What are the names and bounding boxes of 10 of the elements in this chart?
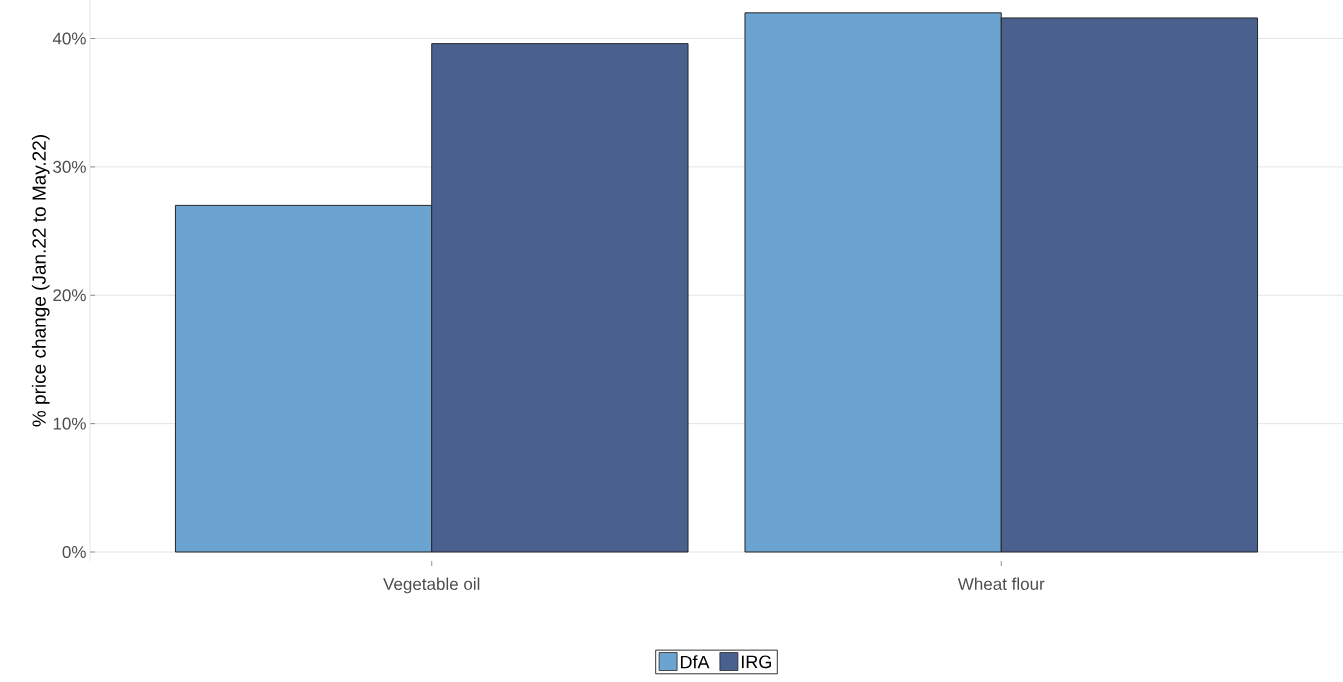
x-tick-label: Vegetable oil [383, 577, 480, 594]
legend-label: DfA [680, 655, 710, 669]
x-tick-label: Wheat flour [957, 577, 1045, 591]
legend-label: IRG [741, 655, 771, 669]
y-axis-title: % price change (Jan.22 to May.22) [31, 135, 50, 427]
y-tick-label: 0% [62, 545, 86, 559]
y-tick-label: 40% [52, 32, 86, 45]
y-tick-label: 10% [53, 417, 86, 430]
y-tick-label: 20% [53, 289, 86, 302]
y-tick-label: 30% [53, 160, 86, 173]
